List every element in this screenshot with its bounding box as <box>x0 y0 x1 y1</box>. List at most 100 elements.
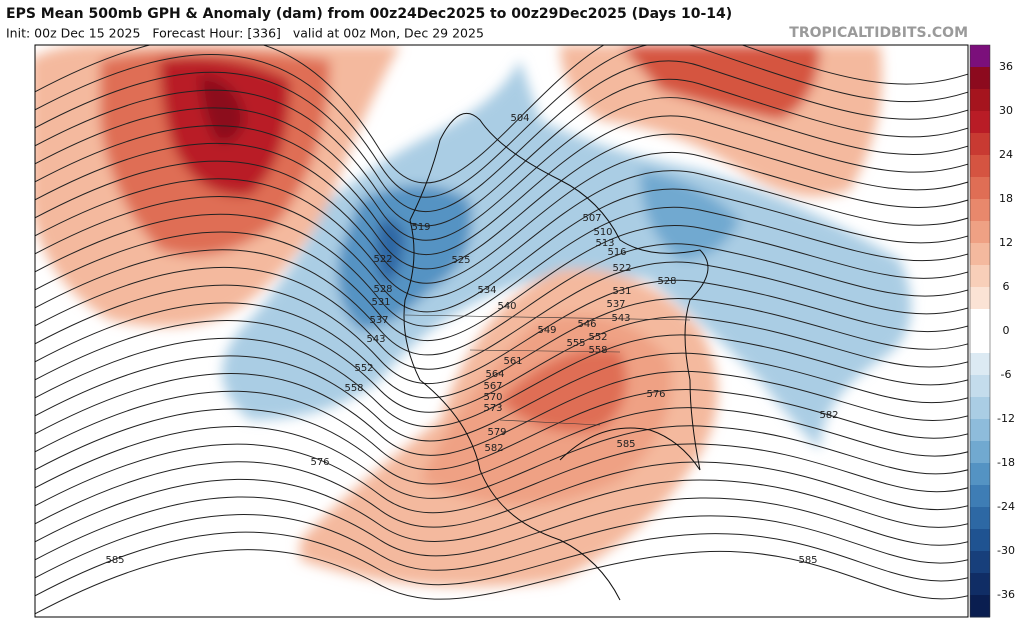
contour <box>35 45 968 184</box>
contour-label: 582 <box>484 443 503 454</box>
contour-label: 543 <box>611 313 630 324</box>
colorbar-tick-label: 0 <box>1003 324 1010 337</box>
contour <box>35 97 968 241</box>
colorbar-tick-label: 30 <box>999 104 1013 117</box>
contour <box>35 115 968 255</box>
contour-label: 540 <box>497 301 516 312</box>
contour-label: 537 <box>369 315 388 326</box>
colorbar-tick-label: 6 <box>1003 280 1010 293</box>
colorbar-swatch <box>970 573 990 596</box>
height-contours <box>35 45 968 615</box>
colorbar-tick-label: -18 <box>997 456 1015 469</box>
contour-label: 558 <box>344 383 363 394</box>
colorbar-tick-label: -30 <box>997 544 1015 557</box>
contour-label: 528 <box>657 276 676 287</box>
contour <box>35 425 968 499</box>
colorbar-swatch <box>970 221 990 244</box>
contour <box>35 261 968 370</box>
colorbar-tick-label: 12 <box>999 236 1013 249</box>
colorbar-swatch <box>970 507 990 530</box>
contour-label: 552 <box>588 332 607 343</box>
colorbar-tick-label: -36 <box>997 588 1015 601</box>
contour-label: 570 <box>483 392 502 403</box>
contour-label: 585 <box>616 439 635 450</box>
contour <box>35 549 968 615</box>
colorbar-tick-label: -24 <box>997 500 1015 513</box>
contour-label: 522 <box>612 263 631 274</box>
contour-label: 576 <box>646 389 665 400</box>
map-frame <box>34 44 969 618</box>
colorbar-frame <box>969 44 991 618</box>
colorbar-swatch <box>970 309 990 332</box>
contour-label: 546 <box>577 319 596 330</box>
colorbar: 36 30 24 18 12 6 0 -6 -12 -18 -24 -30 -36 <box>969 44 1015 618</box>
contour-label: 507 <box>582 213 601 224</box>
colorbar-swatch <box>970 375 990 398</box>
colorbar-swatch <box>970 595 990 618</box>
credit: TROPICALTIDBITS.COM <box>789 25 968 41</box>
colorbar-swatch <box>970 265 990 288</box>
contour <box>35 496 968 561</box>
contour <box>35 78 968 227</box>
contour-label: 579 <box>487 427 506 438</box>
colorbar-tick-label: 24 <box>999 148 1013 161</box>
contour-label: 516 <box>607 247 626 258</box>
contour-label: 573 <box>483 403 502 414</box>
contour <box>35 279 968 385</box>
colorbar-swatch <box>970 551 990 574</box>
colorbar-swatch <box>970 111 990 134</box>
contour-label: 576 <box>310 457 329 468</box>
contour-label: 531 <box>612 286 631 297</box>
contour <box>35 334 968 428</box>
contour-label: 585 <box>798 555 817 566</box>
colorbar-tick-label: 36 <box>999 60 1013 73</box>
contour-label: 531 <box>371 297 390 308</box>
contour <box>35 45 968 198</box>
borders <box>404 314 691 426</box>
contour <box>35 478 968 543</box>
contour-label: 537 <box>606 299 625 310</box>
contour-label: 522 <box>373 254 392 265</box>
contour-label: 543 <box>366 334 385 345</box>
contour <box>35 225 968 341</box>
contour <box>35 370 968 456</box>
contour-label: 567 <box>483 381 502 392</box>
contour <box>35 407 968 485</box>
contour-label: 564 <box>485 369 504 380</box>
anomaly-field <box>35 45 912 587</box>
colorbar-swatch <box>970 441 990 464</box>
contour <box>35 297 968 399</box>
contour <box>35 188 968 313</box>
colorbar-swatch <box>970 419 990 442</box>
contour-label: 558 <box>588 345 607 356</box>
contour-label: 561 <box>503 356 522 367</box>
contour <box>35 60 968 212</box>
subtitle: Init: 00z Dec 15 2025 Forecast Hour: [33… <box>6 26 484 41</box>
contour-label: 552 <box>354 363 373 374</box>
contour <box>35 352 968 442</box>
colorbar-swatch <box>970 529 990 552</box>
contour-label: 555 <box>566 338 585 349</box>
contour-label: 534 <box>477 285 496 296</box>
colorbar-swatch <box>970 397 990 420</box>
contour <box>35 443 968 514</box>
contour <box>35 514 968 579</box>
colorbar-swatch <box>970 89 990 112</box>
contour-label: 504 <box>510 113 529 124</box>
contour <box>35 206 968 327</box>
contour-label: 510 <box>593 227 612 238</box>
colorbar-swatch <box>970 155 990 178</box>
contour-label: 525 <box>451 255 470 266</box>
colorbar-swatch <box>970 199 990 222</box>
contour-label: 519 <box>411 222 430 233</box>
colorbar-swatch <box>970 331 990 354</box>
colorbar-swatch <box>970 45 990 68</box>
colorbar-swatch <box>970 485 990 508</box>
colorbar-swatch <box>970 353 990 376</box>
contour-label: 582 <box>819 410 838 421</box>
colorbar-swatch <box>970 287 990 310</box>
contour-label: 585 <box>105 555 124 566</box>
contour <box>35 531 968 597</box>
